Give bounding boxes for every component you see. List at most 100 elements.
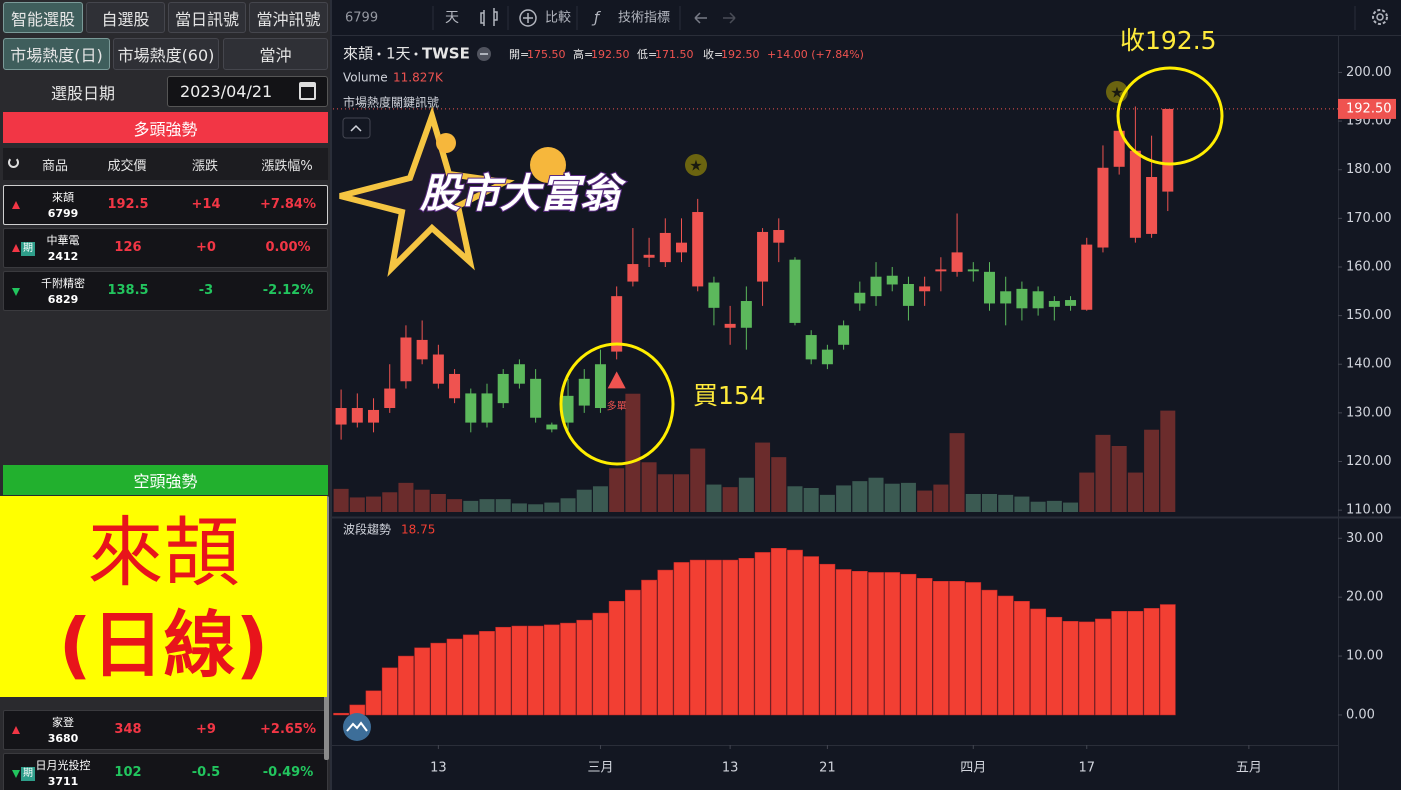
wave-bar	[543, 624, 560, 716]
change-pct: -0.49%	[262, 765, 314, 780]
volume-bar	[1111, 446, 1127, 512]
stock-row[interactable]: 千附精密 6829 138.5 -3 -2.12%	[3, 271, 328, 311]
volume-bar	[900, 482, 916, 512]
wave-bar	[868, 572, 884, 716]
volume-bar	[1063, 502, 1079, 512]
volume-bar	[1030, 501, 1046, 512]
change-pct: +7.84%	[260, 197, 316, 212]
tab-button[interactable]: 當沖訊號	[249, 2, 328, 33]
wave-bar	[1143, 608, 1160, 716]
indicators-button[interactable]: 技術指標	[618, 11, 670, 26]
wave-bar	[1095, 618, 1111, 716]
compare-button[interactable]: 比較	[545, 11, 571, 26]
volume-bar	[803, 488, 819, 512]
logo-coin	[530, 147, 566, 183]
volume-bar	[1079, 472, 1095, 512]
wave-bar	[1062, 621, 1079, 716]
candle-body	[449, 373, 461, 399]
candle-body	[627, 264, 639, 282]
legend-interval: 1天	[386, 45, 411, 63]
volume-title: Volume	[343, 71, 388, 85]
price: 102	[114, 765, 142, 780]
volume-bar	[479, 499, 495, 512]
wave-bar	[803, 556, 820, 716]
ohlc-label: 開=	[509, 48, 529, 61]
compare-plus	[523, 13, 533, 23]
trend-arrow	[12, 726, 20, 734]
stock-code: 3680	[47, 732, 79, 745]
trend-arrow	[12, 770, 20, 778]
candle-body	[1129, 150, 1141, 238]
tab-button[interactable]: 市場熱度(60)	[113, 38, 219, 70]
time-tick-label: 13	[722, 761, 739, 776]
stock-code: 3711	[47, 775, 79, 788]
stock-row[interactable]: 來頡 6799 192.5 +14 +7.84%	[3, 185, 328, 225]
wave-bar	[511, 625, 528, 716]
logo-star	[339, 106, 515, 277]
candle-body	[416, 339, 428, 360]
stock-row[interactable]: 期中華電 2412 126 +0 0.00%	[3, 228, 328, 268]
candle-body	[1048, 301, 1060, 307]
column-label: 商品	[41, 159, 68, 174]
tab-button[interactable]: 當日訊號	[168, 2, 246, 33]
volume-bar	[398, 482, 414, 512]
change-pct: +2.65%	[260, 722, 316, 737]
candle-body	[368, 409, 380, 423]
wave-bar	[770, 548, 787, 716]
candle-body	[481, 393, 493, 423]
column-label: 成交價	[107, 159, 147, 174]
volume-bar	[755, 442, 771, 512]
column-label: 漲跌	[191, 159, 218, 174]
candle-body	[951, 252, 963, 272]
symbol-search[interactable]: 6799	[345, 11, 378, 26]
volume-bar	[884, 483, 900, 512]
candle-body	[1065, 300, 1077, 306]
signal-marker	[607, 371, 626, 389]
wave-bar	[949, 581, 965, 716]
indicator-title: 市場熱度關鍵訊號	[343, 95, 439, 110]
legend-dot	[414, 52, 418, 56]
tab-button[interactable]: 當沖	[223, 38, 328, 70]
legend-toggle-caret	[350, 124, 362, 132]
tab-button[interactable]: 智能選股	[3, 2, 83, 33]
candle-body	[967, 269, 979, 272]
candle-body	[659, 232, 671, 263]
stock-row[interactable]: 家登 3680 348 +9 +2.65%	[3, 710, 328, 750]
ohlc-label: 收=	[703, 47, 723, 61]
candle-body	[1032, 291, 1044, 309]
wave-bar	[625, 589, 641, 716]
stock-row[interactable]: 期日月光投控 3711 102 -0.5 -0.49%	[3, 753, 328, 790]
wave-bar	[787, 549, 803, 716]
volume-bar	[641, 462, 657, 512]
wave-value: 18.75	[401, 523, 435, 537]
candle-body	[1097, 167, 1109, 248]
stock-name: 日月光投控	[35, 759, 91, 772]
refresh-icon[interactable]	[8, 157, 19, 168]
settings-icon[interactable]	[1372, 9, 1388, 25]
candle-body	[789, 259, 801, 323]
candle-body	[611, 296, 623, 352]
futures-badge: 期	[21, 767, 35, 781]
wave-bar	[673, 562, 690, 716]
time-tick-label: 五月	[1236, 761, 1262, 776]
trend-arrow	[12, 201, 20, 209]
overlay-title: 來頡	[87, 508, 240, 597]
candle-type-icon	[480, 8, 498, 26]
tab-button[interactable]: 自選股	[86, 2, 165, 33]
price-tick-label: 110.00	[1346, 503, 1392, 518]
wave-bar	[398, 655, 414, 716]
date-input[interactable]: 2023/04/21	[167, 76, 328, 107]
volume-bar	[366, 496, 382, 512]
price: 348	[114, 722, 142, 737]
tab-button[interactable]: 市場熱度(日)	[3, 38, 110, 70]
ohlc-label: 高=	[573, 47, 593, 61]
wave-bar	[414, 647, 431, 716]
volume-bar	[349, 497, 365, 512]
interval-button[interactable]: 天	[445, 10, 459, 26]
wave-bar	[706, 559, 722, 716]
volume-bar	[981, 494, 997, 512]
candle-body	[708, 282, 720, 308]
legend-toggle[interactable]	[342, 117, 371, 139]
wave-bar	[641, 579, 657, 716]
